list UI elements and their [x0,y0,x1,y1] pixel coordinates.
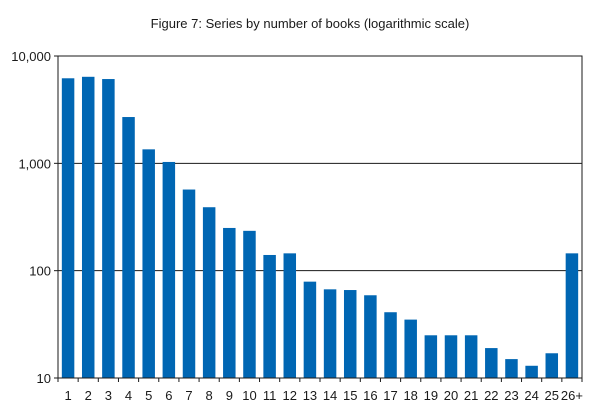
x-tick-label: 16 [363,388,377,403]
x-tick-label: 1 [64,388,71,403]
bar-22 [485,348,498,378]
x-tick-label: 17 [383,388,397,403]
x-tick-label: 19 [424,388,438,403]
bar-15 [343,290,357,378]
bar-16 [364,295,377,378]
x-tick-label: 11 [263,388,277,403]
x-tick-label: 8 [206,388,213,403]
x-tick-label: 18 [403,388,417,403]
bar-17 [384,312,397,378]
x-tick-label: 2 [85,388,92,403]
x-tick-label: 10 [242,388,256,403]
x-tick-label: 5 [145,388,152,403]
x-tick-label: 26+ [561,388,583,403]
bar-25 [545,353,559,378]
x-tick-label: 9 [226,388,233,403]
x-tick-label: 7 [185,388,192,403]
y-tick-label: 10,000 [11,49,51,64]
bar-26+ [565,253,579,378]
bar-5 [142,149,155,378]
bar-7 [182,189,196,378]
x-tick-label: 22 [484,388,498,403]
bar-18 [404,319,417,378]
bar-8 [202,207,216,378]
bar-4 [122,117,135,378]
x-tick-label: 21 [464,388,478,403]
x-tick-label: 25 [545,388,559,403]
x-tick-label: 20 [444,388,458,403]
x-tick-label: 13 [303,388,317,403]
bar-9 [223,227,236,378]
x-tick-label: 12 [283,388,297,403]
bar-23 [505,359,518,378]
x-tick-label: 15 [343,388,357,403]
chart-title: Figure 7: Series by number of books (log… [151,16,470,31]
bar-19 [424,335,438,378]
bar-11 [263,254,276,378]
bar-10 [243,230,256,378]
bars-layer [61,76,579,379]
bar-21 [464,335,478,378]
y-tick-label: 100 [29,264,51,279]
bar-12 [283,253,297,378]
x-axis: 1 2 3 4 5 6 7 8 9 10 11 12 13 14 15 16 17 18 19 20 21 22 23 24 2… [57,378,583,403]
bar-3 [102,79,115,379]
bar-6 [162,161,176,378]
y-axis: 10 100 1,000 10,000 [11,49,58,386]
bar-24 [525,365,538,378]
y-tick-label: 1,000 [18,156,51,171]
plot-frame [57,55,583,379]
bar-20 [444,335,458,378]
bar-2 [81,76,95,379]
x-tick-label: 6 [165,388,172,403]
y-tick-label: 10 [37,371,51,386]
bar-14 [323,289,337,378]
bar-13 [303,281,317,378]
x-tick-label: 4 [125,388,132,403]
x-tick-label: 24 [524,388,538,403]
bar-1 [61,78,75,378]
x-tick-label: 3 [105,388,112,403]
x-tick-label: 14 [323,388,337,403]
x-tick-label: 23 [504,388,518,403]
grid-layer [58,162,582,272]
